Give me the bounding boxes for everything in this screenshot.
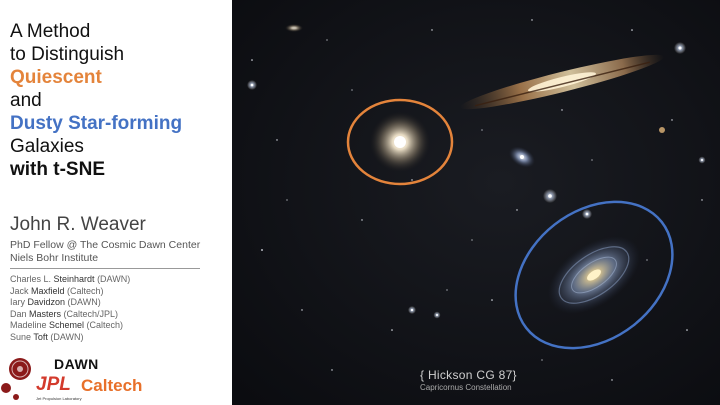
title-galaxies: Galaxies: [10, 136, 84, 157]
jpl-logo: JPL: [36, 374, 71, 395]
coauthor-item: Charles L. Steinhardt (DAWN): [10, 274, 131, 284]
coauthor-item: Madeline Schemel (Caltech): [10, 320, 124, 331]
author-institute: Niels Bohr Institute: [10, 252, 99, 264]
author-name: John R. Weaver: [10, 214, 146, 235]
dawn-logo: DAWN: [54, 356, 99, 372]
jpl-subtitle: Jet Propulsion Laboratory: [36, 396, 82, 401]
title-dusty-star-forming: Dusty Star-forming: [10, 113, 183, 134]
dusty-star-forming-marker-ellipse: [514, 200, 674, 350]
title-and: and: [10, 90, 42, 111]
caption-title: { Hickson CG 87}: [420, 368, 517, 382]
coauthor-item: Sune Toft (DAWN): [10, 331, 84, 342]
image-caption: { Hickson CG 87} Capricornus Constellati…: [420, 368, 517, 392]
title-quiescent: Quiescent: [10, 67, 102, 88]
coauthor-item: Jack Maxfield (Caltech): [10, 285, 104, 296]
title-panel: A Method to Distinguish Quiescent and Du…: [0, 0, 232, 405]
author-role: PhD Fellow @ The Cosmic Dawn Center: [10, 239, 201, 251]
author-affiliation: PhD Fellow @ The Cosmic Dawn Center Niel…: [10, 239, 200, 265]
title-tsne: with t-SNE: [10, 159, 105, 180]
coauthor-item: Dan Masters (Caltech/JPL): [10, 308, 119, 319]
coauthor-list: Charles L. Steinhardt (DAWN) Jack Maxfie…: [10, 274, 130, 344]
niels-bohr-seal-logo: [1, 358, 31, 400]
hickson-galaxy-image: [232, 0, 720, 405]
caltech-logo: Caltech: [81, 376, 143, 395]
title-line-1: A Method: [10, 21, 91, 42]
caption-subtitle: Capricornus Constellation: [420, 383, 512, 392]
logo-bar: DAWN JPL Caltech Jet Propulsion Laborato…: [0, 352, 232, 405]
title-line-2: to Distinguish: [10, 44, 125, 65]
slide-title: A Method to Distinguish Quiescent and Du…: [10, 20, 230, 181]
divider: [10, 268, 200, 269]
coauthor-item: Iary Davidzon (DAWN): [10, 297, 101, 308]
quiescent-marker-ellipse: [346, 98, 454, 186]
